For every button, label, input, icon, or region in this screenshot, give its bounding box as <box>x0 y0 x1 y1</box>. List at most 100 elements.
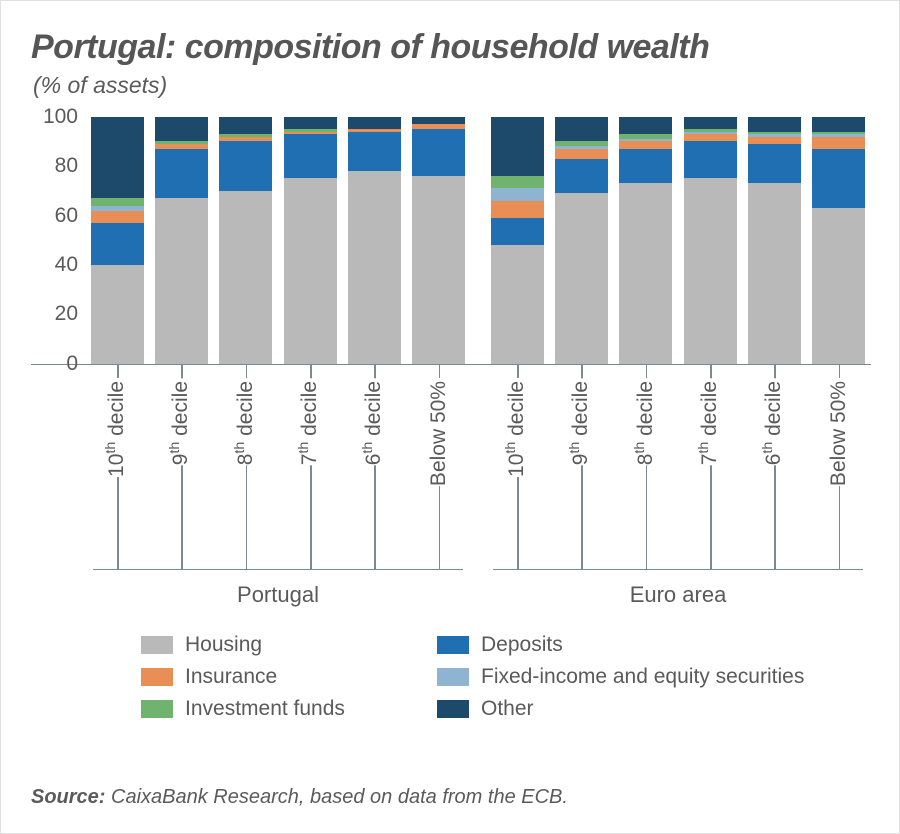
x-labels: 10th decile 9th decile 8th decile 7th decil… <box>85 364 871 574</box>
bar-segment <box>619 183 672 363</box>
category-label: 10th decile <box>505 378 529 477</box>
category-label: Below 50% <box>427 378 451 486</box>
category-label: 9th decile <box>169 378 193 465</box>
bar-segment <box>555 117 608 142</box>
legend-swatch <box>141 636 173 654</box>
bar-segment <box>748 137 801 144</box>
legend-label: Deposits <box>481 633 563 657</box>
bar-segment <box>684 117 737 129</box>
bar-segment <box>748 144 801 184</box>
chart-subtitle: (% of assets) <box>33 72 871 99</box>
category-label: 10th decile <box>105 378 129 477</box>
bar-segment <box>284 178 337 363</box>
bar <box>614 117 678 364</box>
source-text: CaixaBank Research, based on data from t… <box>105 786 567 808</box>
category-label: 6th decile <box>362 378 386 465</box>
category-label: 8th decile <box>634 378 658 465</box>
source-label: Source: <box>31 786 105 808</box>
category-label: 7th decile <box>698 378 722 465</box>
y-tick-label: 20 <box>24 302 78 326</box>
bar-segment <box>155 149 208 198</box>
bar-segment <box>812 137 865 149</box>
category-slot: 9th decile <box>549 364 613 574</box>
legend: Housing Deposits Insurance Fixed-income and… <box>141 633 871 721</box>
bar-segment <box>348 132 401 172</box>
bar-segment <box>555 159 608 194</box>
category-slot: 8th decile <box>214 364 278 574</box>
bar-segment <box>748 117 801 132</box>
category-label: Below 50% <box>827 378 851 486</box>
category-label: 7th decile <box>298 378 322 465</box>
bar-segment <box>91 211 144 223</box>
category-slot: 7th decile <box>678 364 742 574</box>
legend-item: Insurance <box>141 665 421 689</box>
bar-segment <box>684 141 737 178</box>
bar-segment <box>155 198 208 363</box>
bar-segment <box>619 149 672 184</box>
group-label: Euro area <box>485 582 871 608</box>
bar <box>85 117 149 364</box>
category-slot: 8th decile <box>614 364 678 574</box>
legend-item: Housing <box>141 633 421 657</box>
legend-label: Insurance <box>185 665 277 689</box>
legend-swatch <box>437 668 469 686</box>
legend-item: Fixed-income and equity securities <box>437 665 857 689</box>
category-slot: 7th decile <box>278 364 342 574</box>
category-slot: 6th decile <box>342 364 406 574</box>
bar-segment <box>491 201 544 218</box>
bar-segment <box>91 265 144 364</box>
bar-segment <box>219 141 272 190</box>
bar-segment <box>619 141 672 148</box>
legend-label: Other <box>481 697 534 721</box>
bar-segment <box>219 117 272 134</box>
bar <box>278 117 342 364</box>
legend-item: Other <box>437 697 857 721</box>
y-axis: 020406080100 <box>24 117 78 364</box>
y-tick-label: 60 <box>24 204 78 228</box>
category-slot: Below 50% <box>807 364 871 574</box>
bar-segment <box>812 149 865 208</box>
legend-label: Fixed-income and equity securities <box>481 665 804 689</box>
y-tick-label: 0 <box>24 352 78 376</box>
bar-segment <box>91 117 144 199</box>
bar <box>742 117 806 364</box>
legend-item: Deposits <box>437 633 857 657</box>
bar-segment <box>555 149 608 159</box>
bar-segment <box>91 198 144 205</box>
legend-item: Investment funds <box>141 697 421 721</box>
bar-segment <box>619 117 672 134</box>
y-tick-label: 40 <box>24 253 78 277</box>
bar-segment <box>684 134 737 141</box>
bar <box>407 117 471 364</box>
bar <box>678 117 742 364</box>
bar-segment <box>555 193 608 363</box>
bar-segment <box>491 176 544 188</box>
legend-swatch <box>141 700 173 718</box>
bar-segment <box>812 117 865 132</box>
bar <box>149 117 213 364</box>
legend-label: Investment funds <box>185 697 345 721</box>
legend-swatch <box>437 700 469 718</box>
category-slot: Below 50% <box>407 364 471 574</box>
bar-segment <box>491 117 544 176</box>
bar-segment <box>348 171 401 364</box>
bar-segment <box>812 208 865 364</box>
bar-segment <box>348 117 401 129</box>
bar-segment <box>491 218 544 245</box>
bar <box>485 117 549 364</box>
bar-segment <box>284 134 337 178</box>
bar <box>807 117 871 364</box>
bar-segment <box>155 117 208 142</box>
group-label: Portugal <box>85 582 471 608</box>
bar-segment <box>412 117 465 124</box>
bar <box>342 117 406 364</box>
bar-segment <box>748 183 801 363</box>
category-slot: 10th decile <box>85 364 149 574</box>
source-line: Source: CaixaBank Research, based on dat… <box>31 786 568 809</box>
category-slot: 9th decile <box>149 364 213 574</box>
legend-swatch <box>141 668 173 686</box>
y-tick-label: 80 <box>24 154 78 178</box>
bar-segment <box>219 191 272 364</box>
chart-frame: Portugal: composition of household wealt… <box>0 0 900 834</box>
bar-segment <box>412 129 465 176</box>
